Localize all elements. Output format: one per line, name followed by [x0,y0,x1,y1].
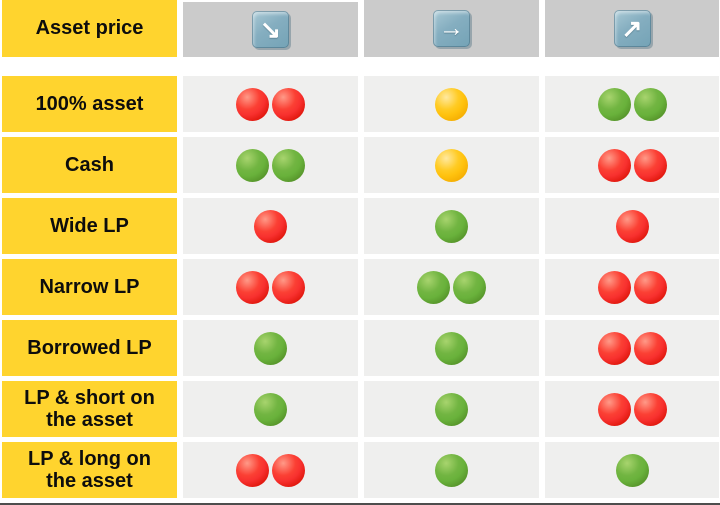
row-label: Borrowed LP [2,320,177,376]
green-dot [453,270,486,304]
red-dot [254,209,287,243]
table-title: Asset price [35,17,144,40]
table-cell [545,137,719,193]
table-cell [545,381,719,437]
table-row: Borrowed LP [2,320,719,376]
table-cell [364,198,539,254]
red-dot [633,270,667,304]
table-cell [545,442,719,498]
header-row: Asset price ↘ → ↗ [2,0,719,57]
table-cell [545,320,719,376]
table-cell [183,76,358,132]
table-body: 100% asset Cash Wide LP Narrow LP [2,76,719,498]
down-right-arrow-icon: ↘ [252,11,289,48]
green-dot [597,87,631,121]
bottom-border [0,503,720,505]
row-label: Narrow LP [2,259,177,315]
right-arrow-icon: → [433,10,470,47]
table-cell [545,76,719,132]
table-cell [545,259,719,315]
corner-header-cell: Asset price [2,0,177,57]
green-dot [272,148,305,182]
table-row: LP & long on the asset [2,442,719,498]
red-dot [236,453,269,487]
red-dot [633,148,667,182]
red-dot [272,453,305,487]
green-dot [435,209,468,243]
row-label: LP & short on the asset [2,381,177,437]
table-row: Cash [2,137,719,193]
red-dot [633,331,667,365]
red-dot [597,331,631,365]
up-right-arrow-icon: ↗ [613,10,651,47]
red-dot [272,270,305,304]
table-cell [183,320,358,376]
column-header-price-up: ↗ [545,0,719,57]
table-cell [183,198,358,254]
column-header-price-flat: → [364,0,539,57]
table-cell [183,137,358,193]
yellow-dot [435,87,468,121]
red-dot [272,87,305,121]
red-dot [615,209,649,243]
red-dot [633,392,667,426]
table-cell [183,259,358,315]
column-header-price-down: ↘ [183,2,358,57]
table-row: Narrow LP [2,259,719,315]
green-dot [417,270,450,304]
green-dot [254,331,287,365]
green-dot [236,148,269,182]
table-cell [364,381,539,437]
table-cell [364,259,539,315]
table-row: Wide LP [2,198,719,254]
green-dot [435,453,468,487]
table-cell [364,137,539,193]
table-cell [183,442,358,498]
row-label: Cash [2,137,177,193]
table-cell [364,442,539,498]
red-dot [597,392,631,426]
table-cell [545,198,719,254]
green-dot [633,87,667,121]
yellow-dot [435,148,468,182]
row-label: LP & long on the asset [2,442,177,498]
row-label: Wide LP [2,198,177,254]
red-dot [597,148,631,182]
table-cell [364,76,539,132]
red-dot [236,87,269,121]
red-dot [236,270,269,304]
table-cell [364,320,539,376]
green-dot [435,392,468,426]
row-label: 100% asset [2,76,177,132]
table-row: 100% asset [2,76,719,132]
table-cell [183,381,358,437]
table-row: LP & short on the asset [2,381,719,437]
green-dot [435,331,468,365]
green-dot [615,453,649,487]
red-dot [597,270,631,304]
green-dot [254,392,287,426]
